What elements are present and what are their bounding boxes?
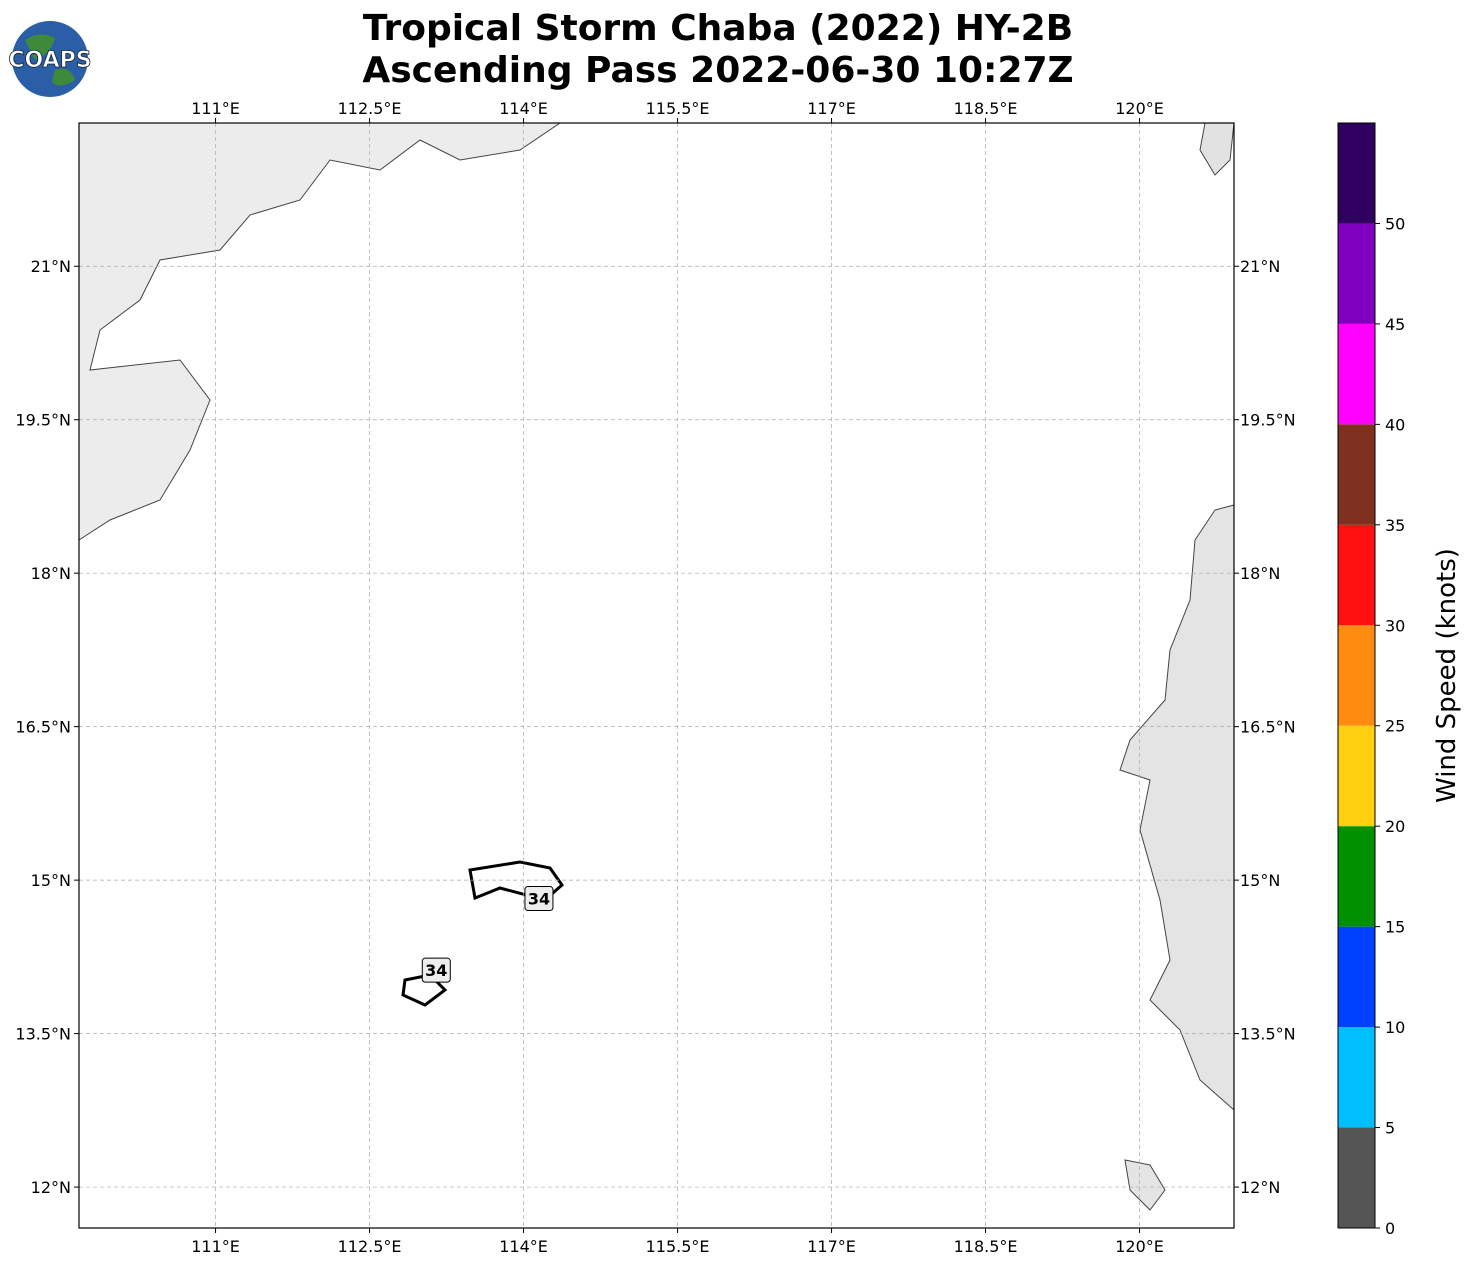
plot-area <box>78 122 1235 1228</box>
x-tick-label: 115.5°E <box>646 1237 710 1256</box>
colorbar-segment <box>1338 625 1375 726</box>
colorbar-tick-label: 45 <box>1385 315 1405 334</box>
x-tick-label: 118.5°E <box>954 99 1018 118</box>
x-tick-label: 112.5°E <box>338 1237 402 1256</box>
colorbar-tick-label: 15 <box>1385 918 1405 937</box>
y-tick-label: 13.5°N <box>1240 1025 1296 1044</box>
colorbar-segment <box>1338 1127 1375 1228</box>
y-tick-label: 13.5°N <box>15 1025 71 1044</box>
colorbar-tick-label: 30 <box>1385 616 1405 635</box>
contour-label-box <box>524 886 554 912</box>
logo: COAPS <box>8 21 92 97</box>
colorbar-tick-label: 50 <box>1385 214 1405 233</box>
colorbar-segment <box>1338 826 1375 927</box>
x-tick-label: 112.5°E <box>338 99 402 118</box>
y-tick-label: 19.5°N <box>15 411 71 430</box>
colorbar-segment <box>1338 926 1375 1028</box>
x-tick-label: 111°E <box>191 1237 240 1256</box>
x-tick-label: 118.5°E <box>954 1237 1018 1256</box>
y-tick-label: 16.5°N <box>1240 718 1296 737</box>
y-tick-label: 15°N <box>31 871 71 890</box>
y-tick-label: 21°N <box>31 257 71 276</box>
x-tick-label: 115.5°E <box>646 99 710 118</box>
land-china <box>78 122 562 541</box>
colorbar-tick-label: 0 <box>1385 1219 1395 1238</box>
x-tick-label: 117°E <box>807 99 856 118</box>
colorbar-segment <box>1338 1027 1375 1128</box>
colorbar-tick-label: 40 <box>1385 415 1405 434</box>
title-line: Tropical Storm Chaba (2022) HY-2B <box>363 8 1073 49</box>
y-tick-label: 12°N <box>1240 1178 1280 1197</box>
colorbar-frame <box>1337 122 1376 1229</box>
land-island <box>1124 1159 1166 1211</box>
land-luzon <box>1119 504 1235 1112</box>
y-tick-label: 15°N <box>1240 871 1280 890</box>
y-tick-label: 12°N <box>31 1178 71 1197</box>
logo-text: COAPS <box>8 48 91 73</box>
colorbar-segment <box>1338 424 1375 525</box>
contour-label: 34 <box>528 890 550 909</box>
colorbar-tick-label: 25 <box>1385 717 1405 736</box>
y-tick-label: 21°N <box>1240 257 1280 276</box>
y-tick-label: 18°N <box>31 564 71 583</box>
title-line: Ascending Pass 2022-06-30 10:27Z <box>362 50 1073 91</box>
colorbar-segment <box>1338 524 1375 626</box>
x-tick-label: 114°E <box>499 1237 548 1256</box>
colorbar-tick-label: 20 <box>1385 817 1405 836</box>
colorbar-segment <box>1338 223 1375 324</box>
x-tick-label: 120°E <box>1115 1237 1164 1256</box>
logo-land <box>25 34 75 86</box>
x-tick-label: 114°E <box>499 99 548 118</box>
x-tick-label: 111°E <box>191 99 240 118</box>
colorbar-segment <box>1338 123 1375 224</box>
contour-34kt <box>468 860 565 902</box>
y-tick-label: 19.5°N <box>1240 411 1296 430</box>
y-tick-label: 18°N <box>1240 564 1280 583</box>
x-tick-label: 120°E <box>1115 99 1164 118</box>
contour-label: 34 <box>425 961 447 980</box>
colorbar-segment <box>1338 323 1375 425</box>
colorbar-segment <box>1338 725 1375 827</box>
colorbar-label: Wind Speed (knots) <box>1432 548 1462 803</box>
plot-frame <box>78 122 1235 1229</box>
x-tick-label: 117°E <box>807 1237 856 1256</box>
colorbar-tick-label: 5 <box>1385 1119 1395 1138</box>
y-tick-label: 16.5°N <box>15 718 71 737</box>
colorbar-tick-label: 10 <box>1385 1018 1405 1037</box>
ocean <box>79 123 1234 1228</box>
colorbar-tick-label: 35 <box>1385 516 1405 535</box>
contour-label-box <box>421 957 451 983</box>
